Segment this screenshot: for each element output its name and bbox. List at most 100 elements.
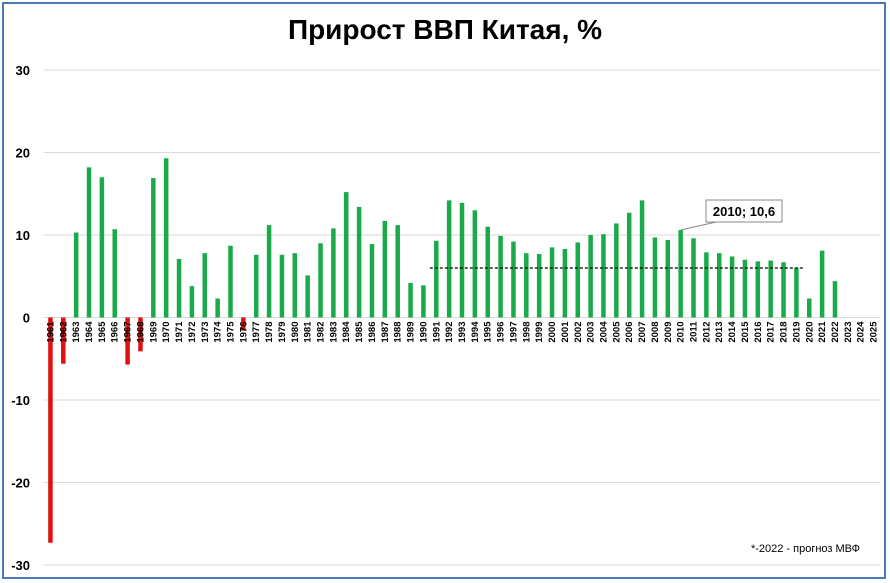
x-tick-label: 2021 xyxy=(817,321,828,343)
x-tick-label: 1966 xyxy=(110,322,121,343)
bar xyxy=(395,225,400,318)
bar xyxy=(807,298,812,318)
bar xyxy=(125,317,130,365)
y-tick-label: 30 xyxy=(16,63,30,78)
bar xyxy=(253,254,259,318)
x-tick-label: 1994 xyxy=(470,321,481,343)
bar xyxy=(562,249,568,318)
bar xyxy=(446,200,452,318)
x-tick-label: 2015 xyxy=(740,321,751,343)
x-tick-label: 2012 xyxy=(701,322,712,343)
x-tick-label: 1991 xyxy=(431,321,442,343)
bar xyxy=(356,206,362,318)
bar xyxy=(601,234,606,318)
x-tick-label: 2013 xyxy=(714,322,725,343)
bar xyxy=(266,225,272,318)
annotation-label: 2010; 10,6 xyxy=(713,204,775,219)
bar xyxy=(755,261,761,318)
x-tick-label: 1981 xyxy=(303,321,314,343)
x-tick-label: 2019 xyxy=(791,322,802,343)
y-tick-label: 20 xyxy=(16,146,30,161)
annotation-leader xyxy=(680,221,717,231)
y-tick-label: -30 xyxy=(11,558,30,573)
bar xyxy=(524,253,529,318)
bar xyxy=(678,230,683,318)
bar xyxy=(176,258,182,318)
x-tick-label: 1962 xyxy=(58,322,69,343)
x-tick-label: 1974 xyxy=(213,321,224,343)
bar xyxy=(138,317,143,352)
footnote: *-2022 - прогноз МВФ xyxy=(750,543,860,555)
bar xyxy=(716,253,722,318)
bar xyxy=(794,268,799,318)
x-tick-label: 1986 xyxy=(367,322,378,343)
x-tick-label: 2006 xyxy=(624,322,635,343)
bar xyxy=(305,275,310,318)
x-tick-label: 1985 xyxy=(354,321,365,343)
x-tick-label: 2018 xyxy=(779,322,790,343)
bar xyxy=(704,252,709,318)
x-tick-label: 2014 xyxy=(727,321,738,343)
x-tick-label: 1979 xyxy=(277,322,288,343)
bar xyxy=(86,167,92,318)
x-tick-label: 1969 xyxy=(148,322,159,343)
x-tick-label: 2007 xyxy=(637,322,648,343)
x-tick-label: 1996 xyxy=(496,321,507,342)
x-tick-label: 2003 xyxy=(586,322,597,343)
x-tick-label: 1964 xyxy=(84,321,95,343)
bar xyxy=(536,253,542,318)
x-tick-label: 2002 xyxy=(573,322,584,343)
x-tick-label: 1982 xyxy=(316,322,327,343)
bar xyxy=(742,259,748,318)
bar xyxy=(151,178,156,318)
x-tick-label: 1968 xyxy=(135,322,146,343)
x-tick-label: 1987 xyxy=(380,322,391,343)
bar xyxy=(421,285,426,318)
x-tick-label: 1989 xyxy=(406,322,417,343)
x-tick-label: 1961 xyxy=(45,321,56,343)
x-tick-label: 2017 xyxy=(766,322,777,343)
bar xyxy=(459,202,465,318)
bar xyxy=(639,200,645,318)
bar xyxy=(292,253,298,318)
x-tick-label: 2000 xyxy=(547,322,558,343)
bar xyxy=(691,238,696,318)
y-tick-label: 0 xyxy=(23,311,30,326)
bar xyxy=(382,220,388,318)
x-tick-label: 1992 xyxy=(444,322,455,343)
x-tick-label: 1995 xyxy=(483,321,494,343)
x-tick-label: 2008 xyxy=(650,322,661,343)
x-tick-label: 2004 xyxy=(598,321,609,343)
bar xyxy=(343,192,349,318)
bar xyxy=(61,317,66,364)
bar xyxy=(781,262,786,318)
bar xyxy=(48,317,53,543)
x-tick-label: 2022 xyxy=(830,322,841,343)
x-tick-label: 2016 xyxy=(753,322,764,343)
bar xyxy=(434,240,439,318)
bar xyxy=(202,253,208,318)
chart-title: Прирост ВВП Китая, % xyxy=(287,14,603,45)
x-tick-label: 1963 xyxy=(71,322,82,343)
bar xyxy=(511,241,516,318)
bar xyxy=(588,235,593,318)
bar xyxy=(331,228,336,318)
bar xyxy=(163,158,169,318)
bar xyxy=(729,256,735,318)
bar xyxy=(819,250,825,318)
x-tick-label: 2020 xyxy=(804,322,815,343)
x-tick-label: 1980 xyxy=(290,322,301,343)
bar xyxy=(614,223,619,318)
x-tick-label: 1998 xyxy=(521,322,532,343)
x-tick-label: 1984 xyxy=(341,321,352,343)
annotation-box xyxy=(705,199,783,223)
bar xyxy=(665,239,671,318)
x-tick-label: 2023 xyxy=(843,322,854,343)
x-tick-label: 1999 xyxy=(534,322,545,343)
x-tick-label: 2005 xyxy=(611,321,622,343)
y-tick-label: -20 xyxy=(11,476,30,491)
bar xyxy=(99,177,105,318)
bar xyxy=(228,245,233,318)
bar xyxy=(832,281,838,318)
